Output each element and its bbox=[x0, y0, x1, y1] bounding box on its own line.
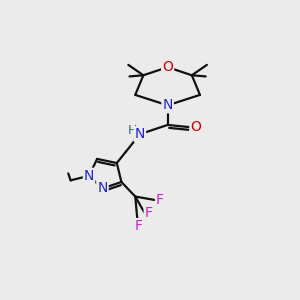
Text: F: F bbox=[135, 219, 143, 233]
Text: F: F bbox=[156, 193, 164, 207]
Text: N: N bbox=[135, 127, 145, 141]
Text: O: O bbox=[190, 120, 201, 134]
Text: N: N bbox=[84, 169, 94, 183]
Text: N: N bbox=[162, 98, 173, 112]
Text: N: N bbox=[97, 182, 108, 196]
Text: H: H bbox=[128, 124, 137, 136]
Text: F: F bbox=[145, 206, 153, 220]
Text: O: O bbox=[162, 60, 173, 74]
